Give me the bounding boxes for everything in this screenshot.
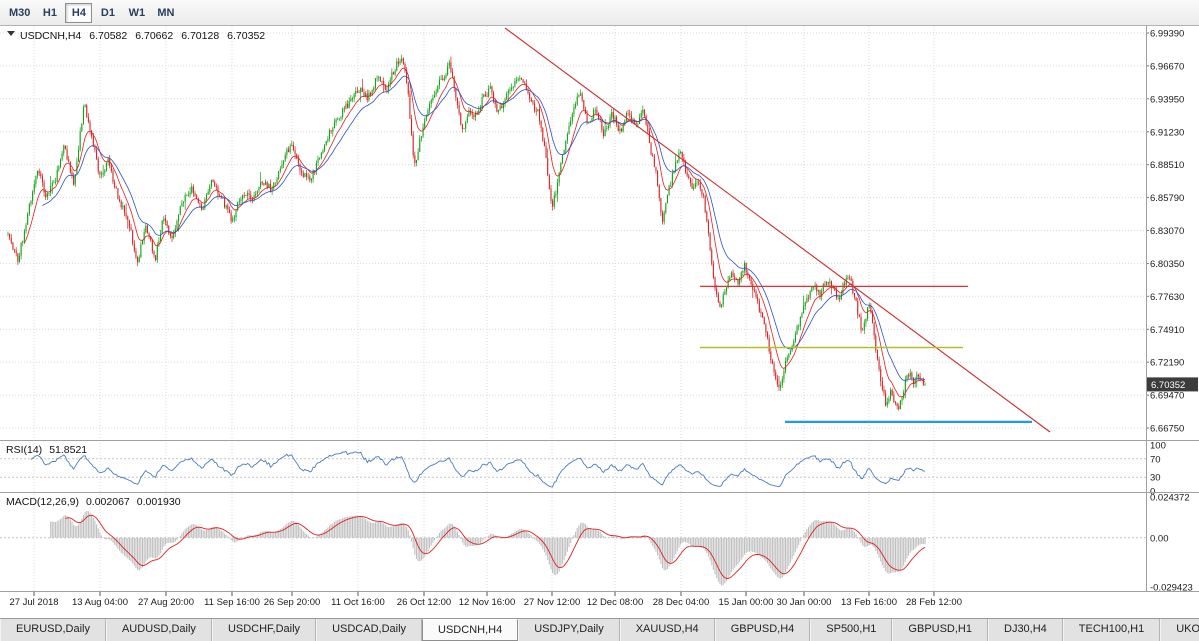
macd-header: MACD(12,26,9) 0.002067 0.001930 (6, 496, 181, 508)
tab-usdchf-daily[interactable]: USDCHF,Daily (211, 619, 317, 641)
time-axis-label[interactable]: 11 Sep 16:00 (204, 597, 260, 608)
timeframe-d1-button[interactable]: D1 (100, 6, 115, 19)
rsi-header: RSI(14) 51.8521 (6, 444, 87, 456)
timeframe-mn-button[interactable]: MN (157, 6, 175, 19)
rsi-tick-label: 100 (1150, 441, 1166, 452)
price-tick-label[interactable]: 6.85790 (1150, 193, 1184, 204)
time-axis-label[interactable]: 30 Jan 00:00 (777, 597, 832, 608)
macd-tick-label: 0.00 (1150, 533, 1169, 544)
time-axis-label[interactable]: 13 Aug 04:00 (72, 597, 128, 608)
tab-xauusd-h4[interactable]: XAUUSD,H4 (619, 619, 715, 641)
tab-usdcnh-h4[interactable]: USDCNH,H4 (422, 619, 519, 641)
rsi-panel (0, 450, 1146, 488)
time-axis-label[interactable]: 27 Nov 12:00 (524, 597, 581, 608)
current-price-badge-label: 6.70352 (1151, 380, 1185, 391)
current-price-badge (1147, 377, 1198, 392)
price-tick-label[interactable]: 6.99390 (1150, 29, 1184, 40)
tab-usdjpy-daily[interactable]: USDJPY,Daily (518, 619, 620, 641)
time-axis-label[interactable]: 15 Jan 00:00 (719, 597, 774, 608)
price-tick-label[interactable]: 6.96670 (1150, 61, 1184, 72)
macd-tick-label: -0.029423 (1150, 583, 1193, 594)
price-tick-label[interactable]: 6.72190 (1150, 358, 1184, 369)
timeframe-m30-button[interactable]: M30 (9, 6, 31, 19)
chart-ohlc-header: USDCNH,H4 6.70582 6.70662 6.70128 6.70352 (20, 30, 265, 42)
chart-canvas[interactable]: 6.99390 6.96670 6.93950 6.91230 6.88510 6.857… (0, 26, 1199, 618)
timeframe-h1-button[interactable]: H1 (42, 6, 57, 19)
time-axis-label[interactable]: 28 Dec 04:00 (653, 597, 710, 608)
moving-average-lines (24, 67, 926, 398)
price-tick-label[interactable]: 6.69470 (1150, 391, 1184, 402)
price-tick-label[interactable]: 6.80350 (1150, 259, 1184, 270)
rsi-line (30, 450, 926, 488)
time-axis-label[interactable]: 27 Aug 20:00 (138, 597, 194, 608)
tab-dj30-h4[interactable]: DJ30,H4 (988, 619, 1063, 641)
tab-sp500-h1[interactable]: SP500,H1 (810, 619, 893, 641)
macd-histogram (50, 511, 926, 586)
price-tick-label[interactable]: 6.91230 (1150, 127, 1184, 138)
time-axis-label[interactable]: 13 Feb 16:00 (841, 597, 897, 608)
time-axis-label[interactable]: 26 Sep 20:00 (264, 597, 321, 608)
time-axis-label[interactable]: 11 Oct 16:00 (331, 597, 385, 608)
price-tick-label[interactable]: 6.93950 (1150, 94, 1184, 105)
time-axis-label[interactable]: 28 Feb 12:00 (906, 597, 962, 608)
axis-labels: 6.99390 6.96670 6.93950 6.91230 6.88510 6.857… (9, 29, 1192, 609)
rsi-tick-label: 70 (1150, 454, 1161, 465)
time-axis-label[interactable]: 12 Nov 16:00 (459, 597, 516, 608)
time-axis-label[interactable]: 12 Dec 08:00 (587, 597, 644, 608)
tab-audusd-daily[interactable]: AUDUSD,Daily (105, 619, 212, 641)
price-tick-label[interactable]: 6.83070 (1150, 226, 1184, 237)
tab-gbpusd-h1[interactable]: GBPUSD,H1 (892, 619, 988, 641)
price-tick-label[interactable]: 6.77630 (1150, 292, 1184, 303)
tab-ukoil-h1[interactable]: UKOil,H1 (1160, 619, 1199, 641)
time-axis-label[interactable]: 27 Jul 2018 (9, 597, 58, 608)
chart-tabbar: EURUSD,Daily AUDUSD,Daily USDCHF,Daily USDC… (0, 618, 1199, 641)
macd-signal-line (65, 514, 926, 579)
candlestick-series (7, 54, 926, 411)
symbol-dropdown-icon[interactable] (7, 31, 15, 36)
tab-usdcad-daily[interactable]: USDCAD,Daily (316, 619, 423, 641)
tab-eurusd-daily[interactable]: EURUSD,Daily (0, 619, 106, 641)
macd-tick-label: 0.024372 (1150, 493, 1190, 504)
price-tick-label[interactable]: 6.66750 (1150, 424, 1184, 435)
price-tick-label[interactable]: 6.74910 (1150, 325, 1184, 336)
tab-tech100-h1[interactable]: TECH100,H1 (1062, 619, 1161, 641)
descending-trendline[interactable] (504, 27, 1051, 433)
price-scale[interactable]: 6.70352 (33, 32, 1198, 596)
ma-21-line (42, 75, 926, 381)
ma-10-line (24, 67, 926, 398)
rsi-tick-label: 30 (1150, 473, 1161, 484)
timeframe-w1-button[interactable]: W1 (128, 6, 146, 19)
timeframe-h4-button[interactable]: H4 (65, 2, 93, 23)
macd-panel (0, 511, 1146, 586)
price-tick-label[interactable]: 6.88510 (1150, 160, 1184, 171)
chart-grid (0, 26, 1146, 591)
time-axis-label[interactable]: 26 Oct 12:00 (397, 597, 451, 608)
chart-objects (504, 27, 1051, 433)
timeframe-toolbar: M30 H1 H4 D1 W1 MN (0, 0, 1199, 26)
tab-gbpusd-h4[interactable]: GBPUSD,H4 (714, 619, 811, 641)
